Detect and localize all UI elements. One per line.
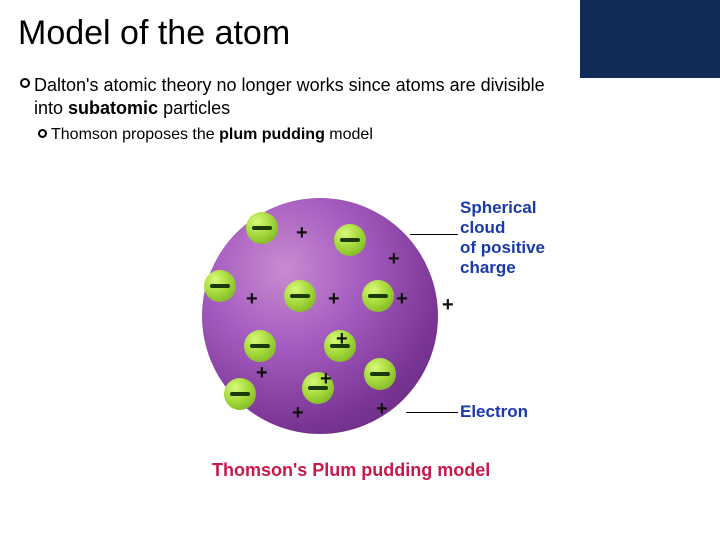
electron [362, 280, 394, 312]
plus-icon: + [336, 328, 348, 351]
bullet1-text: Dalton's atomic theory no longer works s… [34, 74, 560, 119]
callout-label-positive: Spherical cloud of positive charge [460, 198, 570, 278]
minus-icon [290, 294, 309, 298]
electron [334, 224, 366, 256]
bullet1-post: particles [158, 98, 230, 118]
callout-positive-line1: Spherical cloud [460, 198, 570, 238]
bullet2-pre: Thomson proposes the [51, 126, 219, 143]
bullet2-text: Thomson proposes the plum pudding model [51, 126, 373, 144]
slide-title: Model of the atom [18, 14, 290, 53]
plus-icon: + [328, 288, 340, 311]
bullet-level2: Thomson proposes the plum pudding model [38, 126, 373, 144]
plus-icon: + [246, 288, 258, 311]
corner-accent [580, 0, 720, 78]
plus-icon: + [292, 402, 304, 425]
electron [364, 358, 396, 390]
electron [246, 212, 278, 244]
minus-icon [252, 226, 271, 230]
title-text: Model of the atom [18, 14, 290, 52]
bullet2-post: model [325, 126, 373, 143]
minus-icon [250, 344, 269, 348]
slide: { "layout": { "width": 720, "height": 54… [0, 0, 720, 540]
plus-icon: + [376, 398, 388, 421]
plus-icon: + [256, 362, 268, 385]
minus-icon [210, 284, 229, 288]
electron [204, 270, 236, 302]
minus-icon [340, 238, 359, 242]
bullet2-bold: plum pudding [219, 126, 325, 143]
electron [224, 378, 256, 410]
plus-icon: + [396, 288, 408, 311]
callout-label-electron: Electron [460, 402, 528, 422]
diagram-caption: Thomson's Plum pudding model [212, 460, 490, 481]
electron [284, 280, 316, 312]
caption-text: Thomson's Plum pudding model [212, 460, 490, 480]
minus-icon [368, 294, 387, 298]
plus-icon: + [388, 248, 400, 271]
plus-icon: + [442, 294, 454, 317]
bullet-marker-icon [38, 129, 47, 138]
plus-icon: + [320, 368, 332, 391]
callout-line-positive [410, 234, 458, 235]
minus-icon [230, 392, 249, 396]
electron [244, 330, 276, 362]
minus-icon [370, 372, 389, 376]
plus-icon: + [296, 222, 308, 245]
plum-pudding-diagram: Spherical cloud of positive charge Elect… [150, 168, 570, 488]
bullet1-bold: subatomic [68, 98, 158, 118]
bullet-marker-icon [20, 78, 30, 88]
bullet-level1: Dalton's atomic theory no longer works s… [20, 74, 560, 119]
callout-line-electron [406, 412, 458, 413]
callout-electron-text: Electron [460, 402, 528, 421]
callout-positive-line2: of positive charge [460, 238, 570, 278]
